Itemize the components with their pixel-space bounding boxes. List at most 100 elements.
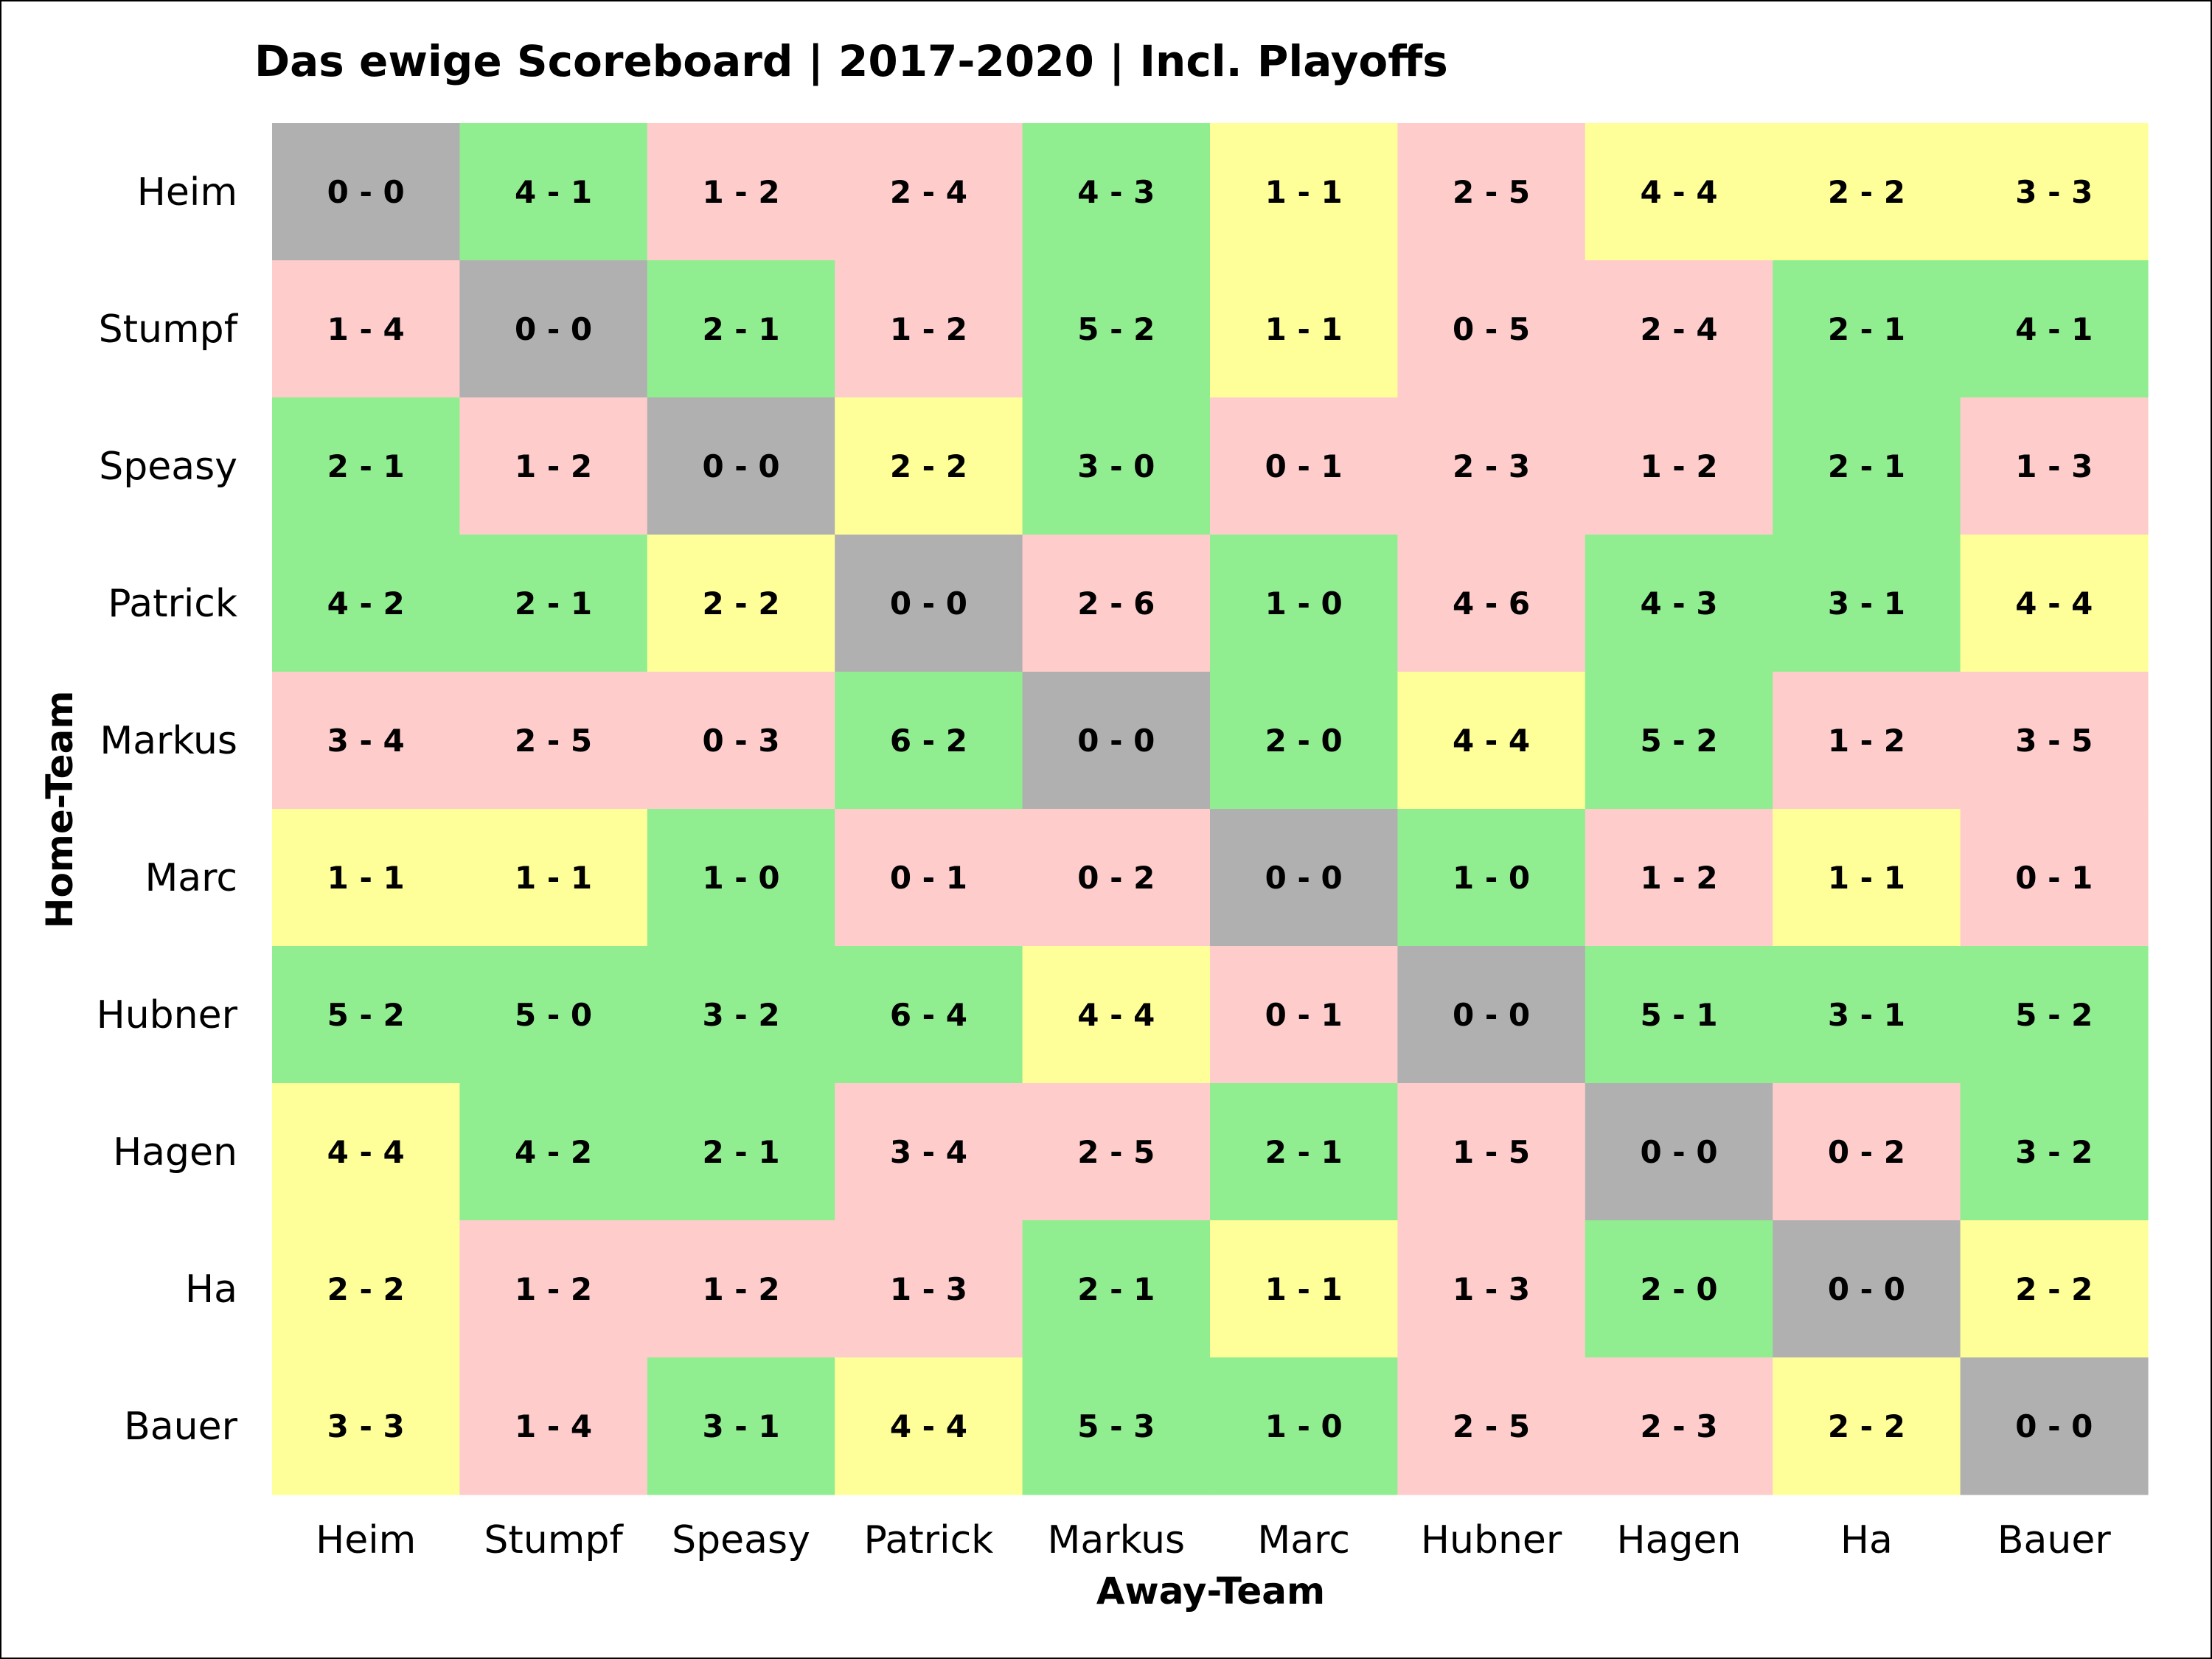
heatmap-cell: [1960, 1220, 2149, 1358]
cell-score-label: 1 - 0: [1453, 860, 1530, 896]
cell-score-label: 5 - 2: [1077, 311, 1155, 347]
heatmap-cell: [835, 1083, 1023, 1221]
heatmap-cell: [647, 809, 835, 947]
heatmap-cell: [1210, 1083, 1398, 1221]
heatmap-cell: [1210, 672, 1398, 810]
heatmap-cell: [1960, 946, 2149, 1084]
heatmap-cell: [459, 1220, 648, 1358]
heatmap-cell: [1022, 672, 1211, 810]
heatmap-cell: [1210, 535, 1398, 672]
heatmap-cell: [835, 535, 1023, 672]
heatmap-cell: [1960, 123, 2149, 261]
heatmap-cell: [272, 809, 460, 947]
heatmap-cell: [647, 260, 835, 398]
cell-score-label: 1 - 2: [702, 1271, 779, 1307]
heatmap-cell: [1397, 535, 1586, 672]
cell-score-label: 2 - 1: [1077, 1271, 1155, 1307]
cell-score-label: 0 - 1: [890, 860, 967, 896]
cell-score-label: 2 - 2: [702, 585, 779, 622]
y-axis-title: Home-Team: [38, 691, 81, 929]
heatmap-cell: [272, 397, 460, 535]
heatmap-cell: [459, 809, 648, 947]
cell-score-label: 2 - 1: [1828, 448, 1905, 484]
cell-score-label: 0 - 0: [327, 174, 405, 210]
heatmap-cell: [1960, 260, 2149, 398]
cell-score-label: 0 - 0: [1265, 860, 1343, 896]
y-tick-label: Hubner: [97, 993, 238, 1037]
heatmap-cell: [272, 123, 460, 261]
heatmap-cell: [1210, 946, 1398, 1084]
heatmap-cell: [1210, 397, 1398, 535]
heatmap-cell: [1397, 1220, 1586, 1358]
heatmap-cell: [1397, 946, 1586, 1084]
cell-score-label: 0 - 5: [1453, 311, 1530, 347]
heatmap-cell: [1397, 123, 1586, 261]
cell-score-label: 1 - 2: [702, 174, 779, 210]
y-tick-label: Speasy: [99, 445, 237, 489]
cell-score-label: 2 - 0: [1640, 1271, 1717, 1307]
cell-score-label: 2 - 1: [702, 1134, 779, 1170]
heatmap-cell: [1585, 1357, 1773, 1495]
cell-score-label: 3 - 2: [2015, 1134, 2093, 1170]
heatmap-cell: [272, 535, 460, 672]
heatmap-cell: [1022, 397, 1211, 535]
heatmap-cell: [272, 260, 460, 398]
cell-score-label: 1 - 1: [1265, 1271, 1343, 1307]
cell-score-label: 4 - 1: [2015, 311, 2093, 347]
cell-score-label: 4 - 4: [1453, 723, 1530, 759]
cell-score-label: 3 - 1: [1828, 997, 1905, 1033]
heatmap-cell: [647, 1357, 835, 1495]
heatmap-cell-labels: 0 - 0 4 - 1 1 - 2 2 - 4 4 - 3 1 - 1 2 - 5 4 - 4…: [327, 174, 2093, 1444]
heatmap-cell: [835, 1220, 1023, 1358]
heatmap-cell: [1960, 397, 2149, 535]
x-tick-label: Hubner: [1421, 1518, 1562, 1562]
heatmap-cell: [1585, 123, 1773, 261]
heatmap-cell: [835, 397, 1023, 535]
cell-score-label: 2 - 1: [515, 585, 592, 622]
heatmap-cell: [1960, 672, 2149, 810]
cell-score-label: 3 - 4: [890, 1134, 967, 1170]
cell-score-label: 3 - 1: [1828, 585, 1905, 622]
heatmap-cell: [1022, 535, 1211, 672]
cell-score-label: 1 - 0: [1265, 585, 1343, 622]
heatmap-cell: [459, 672, 648, 810]
cell-score-label: 2 - 1: [1265, 1134, 1343, 1170]
y-tick-label: Marc: [145, 856, 237, 900]
cell-score-label: 3 - 0: [1077, 448, 1155, 484]
cell-score-label: 3 - 1: [702, 1408, 779, 1444]
heatmap-cell: [1773, 1220, 1961, 1358]
heatmap-cell: [1585, 1083, 1773, 1221]
heatmap-cell: [1773, 260, 1961, 398]
heatmap-cell: [1022, 1083, 1211, 1221]
heatmap-cell: [1585, 397, 1773, 535]
cell-score-label: 4 - 6: [1453, 585, 1530, 622]
heatmap-cell: [1960, 1357, 2149, 1495]
cell-score-label: 5 - 0: [515, 997, 592, 1033]
cell-score-label: 0 - 0: [2015, 1408, 2093, 1444]
heatmap-cell: [835, 809, 1023, 947]
x-axis-ticks: Heim Stumpf Speasy Patrick Markus Marc Hubner H…: [316, 1518, 2111, 1562]
heatmap-cell: [1773, 397, 1961, 535]
heatmap-cell: [459, 1357, 648, 1495]
cell-score-label: 1 - 2: [1640, 860, 1717, 896]
chart-title: Das ewige Scoreboard | 2017-2020 | Incl.…: [254, 36, 1448, 86]
cell-score-label: 1 - 2: [515, 1271, 592, 1307]
cell-score-label: 0 - 0: [515, 311, 592, 347]
cell-score-label: 0 - 2: [1077, 860, 1155, 896]
cell-score-label: 4 - 3: [1077, 174, 1155, 210]
x-axis-title: Away-Team: [1096, 1570, 1325, 1613]
heatmap-cell: [1585, 672, 1773, 810]
heatmap-cell: [1397, 672, 1586, 810]
cell-score-label: 4 - 2: [515, 1134, 592, 1170]
x-tick-label: Ha: [1840, 1518, 1893, 1562]
cell-score-label: 2 - 5: [1453, 1408, 1530, 1444]
cell-score-label: 2 - 1: [1828, 311, 1905, 347]
heatmap-cell: [1022, 809, 1211, 947]
cell-score-label: 2 - 4: [1640, 311, 1717, 347]
cell-score-label: 0 - 2: [1828, 1134, 1905, 1170]
cell-score-label: 0 - 0: [1828, 1271, 1905, 1307]
heatmap-cell: [1397, 1083, 1586, 1221]
cell-score-label: 2 - 2: [2015, 1271, 2093, 1307]
cell-score-label: 2 - 5: [1077, 1134, 1155, 1170]
cell-score-label: 1 - 5: [1453, 1134, 1530, 1170]
